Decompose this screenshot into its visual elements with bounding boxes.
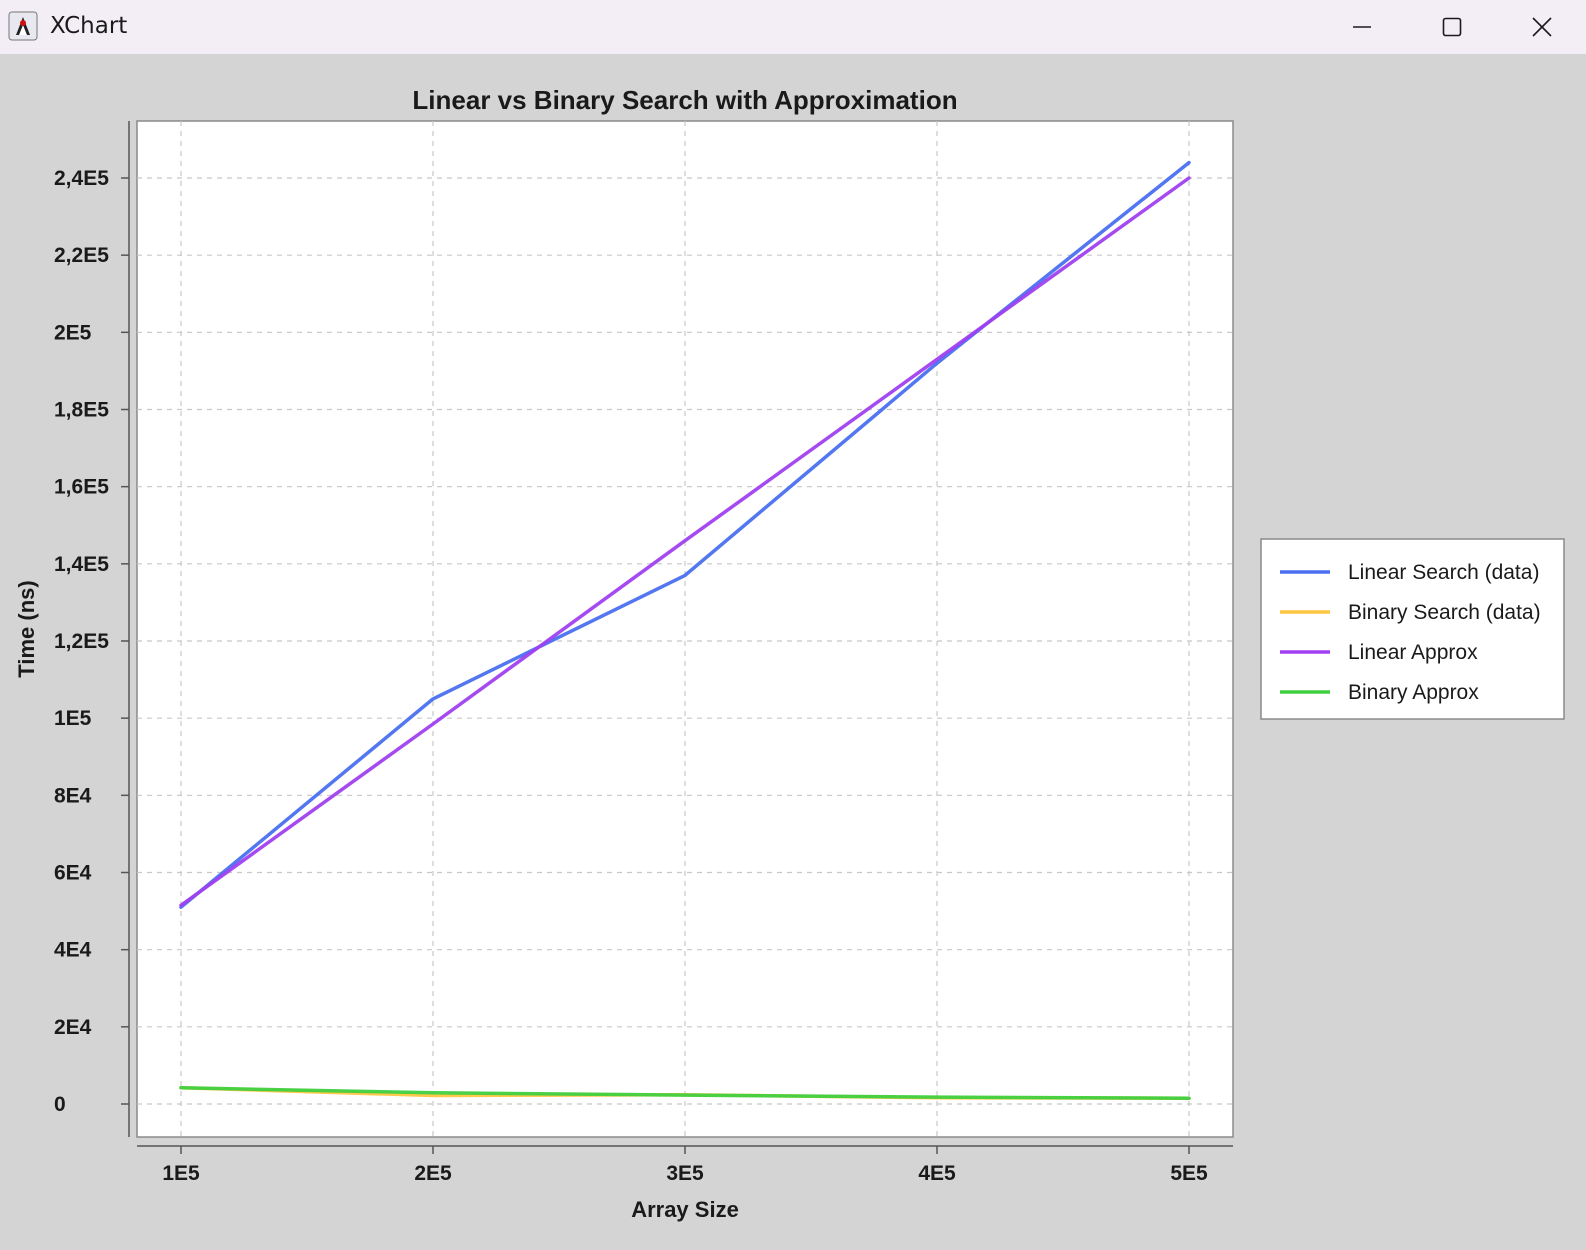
- plot-area: [136, 120, 1234, 1138]
- series-line-1: [179, 160, 1191, 909]
- y-axis-title: Time (ns): [14, 580, 39, 677]
- legend-label: Linear Search (data): [1348, 561, 1539, 584]
- y-tick-label: 1E5: [54, 707, 92, 730]
- legend-box: [1260, 538, 1565, 720]
- window-title: XChart: [50, 13, 128, 39]
- y-tick-label: 1,8E5: [54, 399, 109, 422]
- y-tick-label: 1,2E5: [54, 630, 109, 653]
- minimize-button[interactable]: [1318, 0, 1406, 54]
- maximize-button[interactable]: [1408, 0, 1496, 54]
- y-tick-label: 8E4: [54, 784, 92, 807]
- x-tick-label: 2E5: [414, 1162, 452, 1185]
- y-tick-label: 2E4: [54, 1016, 92, 1039]
- y-tick-label: 4E4: [54, 939, 92, 962]
- x-tick-label: 3E5: [666, 1162, 704, 1185]
- series-line-4: [179, 1086, 1191, 1100]
- window-titlebar: XChart: [0, 0, 1586, 54]
- java-duke-icon: [8, 11, 38, 41]
- series-line-3: [179, 176, 1191, 908]
- chart-panel: 0 2E4 4E4 6E4 8E4 1E5 1,2E5 1,4E5 1,6E5 1,8E5 2E5 2…: [0, 54, 1586, 1250]
- y-tick-label: 1,4E5: [54, 553, 109, 576]
- minimize-icon: [1353, 26, 1371, 28]
- legend-label: Binary Approx: [1348, 681, 1479, 704]
- y-tick-label: 6E4: [54, 862, 92, 885]
- close-button[interactable]: [1498, 0, 1586, 54]
- x-tick-label: 5E5: [1170, 1162, 1208, 1185]
- x-tick-label: 4E5: [918, 1162, 956, 1185]
- y-tick-label: 1,6E5: [54, 476, 109, 499]
- y-tick-label: 0: [54, 1093, 66, 1116]
- legend-label: Binary Search (data): [1348, 601, 1541, 624]
- y-tick-label: 2,4E5: [54, 167, 109, 190]
- x-axis-title: Array Size: [631, 1197, 739, 1222]
- legend-label: Linear Approx: [1348, 641, 1478, 664]
- close-icon: [1532, 17, 1552, 37]
- y-tick-label: 2E5: [54, 321, 92, 344]
- line-chart: 0 2E4 4E4 6E4 8E4 1E5 1,2E5 1,4E5 1,6E5 1,8E5 2E5 2…: [14, 85, 1565, 1222]
- chart-title: Linear vs Binary Search with Approximati…: [412, 85, 957, 115]
- y-tick-label: 2,2E5: [54, 244, 109, 267]
- x-tick-label: 1E5: [162, 1162, 200, 1185]
- maximize-icon: [1442, 17, 1462, 37]
